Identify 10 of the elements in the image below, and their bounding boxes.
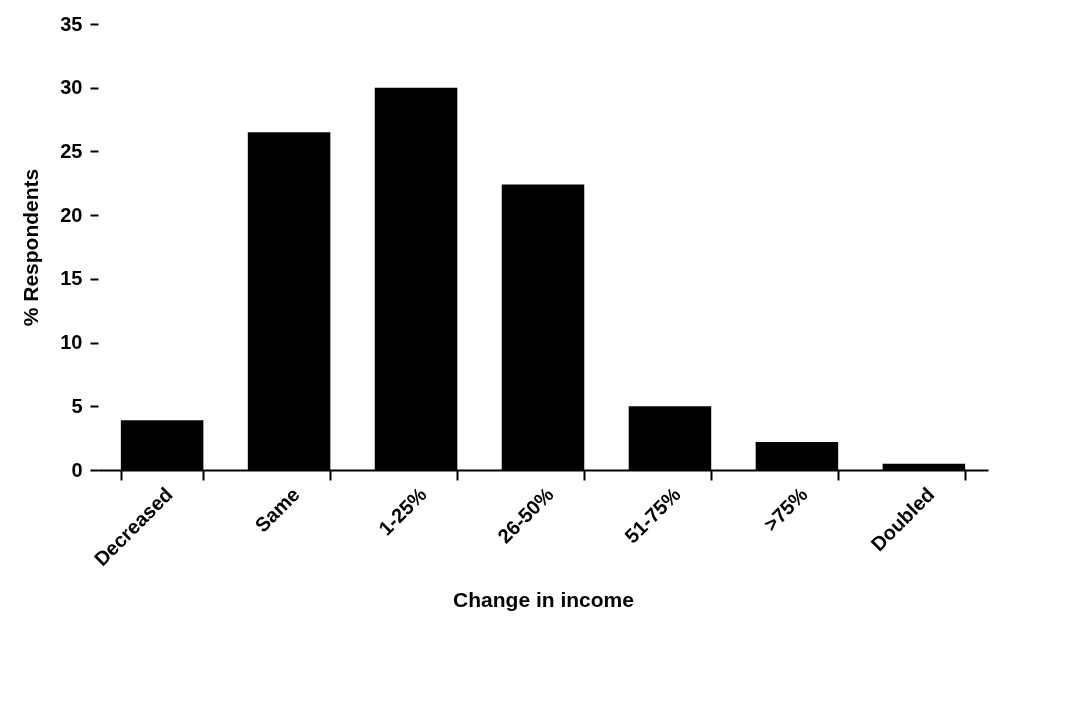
y-axis-title: % Respondents [19, 168, 43, 327]
y-tick-label: 5 [71, 394, 83, 417]
y-tick-label: 35 [60, 12, 83, 35]
y-tick-label: 0 [71, 458, 83, 481]
y-tick-label: 15 [60, 267, 83, 290]
y-tick-label: 10 [60, 331, 83, 354]
y-tick-label: 20 [60, 203, 83, 226]
y-tick-label: 25 [60, 139, 83, 162]
x-axis-title: Change in income [453, 588, 634, 612]
y-tick-label: 30 [60, 76, 83, 99]
